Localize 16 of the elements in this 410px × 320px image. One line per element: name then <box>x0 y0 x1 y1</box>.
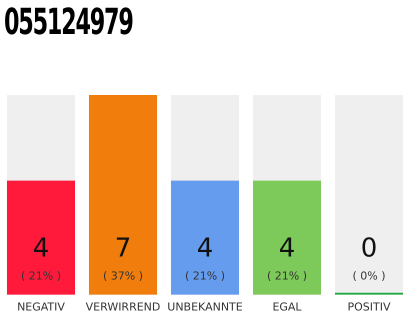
x-tick-label: VERWIRREND <box>86 300 160 314</box>
chart-title: 055124979 <box>4 2 133 43</box>
annotation: ( 0% ) <box>352 270 386 283</box>
annotation: ( 37% ) <box>102 270 144 283</box>
data-label: 4 <box>196 234 214 264</box>
x-tick-label: POSITIV <box>347 300 391 314</box>
data-label: 7 <box>114 234 132 264</box>
annotation: ( 21% ) <box>266 270 308 283</box>
annotation: ( 21% ) <box>20 270 62 283</box>
data-label: 4 <box>32 234 50 264</box>
annotation: ( 21% ) <box>184 270 226 283</box>
x-tick-label: NEGATIV <box>17 300 66 314</box>
data-label: 0 <box>360 234 378 264</box>
data-label: 4 <box>278 234 296 264</box>
x-tick-label: EGAL <box>272 300 302 314</box>
x-tick-label: UNBEKANNTE <box>167 300 243 314</box>
